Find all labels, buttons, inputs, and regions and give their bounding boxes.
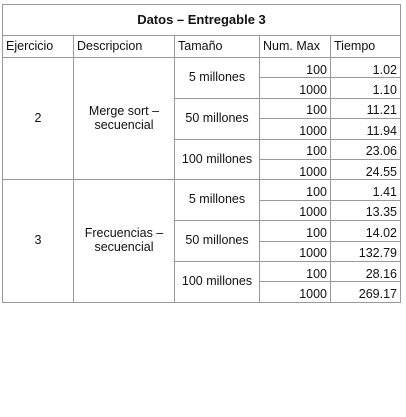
title-row: Datos – Entregable 3 (2, 4, 401, 36)
descripcion-cell: Merge sort – secuencial (73, 56, 175, 181)
header-row: Ejercicio Descripcion Tamaño Num. Max Ti… (2, 35, 401, 58)
descripcion-cell: Frecuencias – secuencial (73, 179, 175, 303)
table-title: Datos – Entregable 3 (2, 4, 401, 36)
num-max-cell: 100 (259, 56, 331, 79)
header-tiempo: Tiempo (330, 35, 401, 58)
ejercicio-cell: 2 (2, 56, 74, 181)
num-max-cell: 100 (259, 220, 331, 242)
num-max-cell: 100 (259, 138, 331, 160)
num-max-cell: 1000 (259, 199, 331, 222)
header-ejercicio: Ejercicio (2, 35, 74, 58)
header-tamano: Tamaño (174, 35, 260, 58)
ejercicio-cell: 3 (2, 179, 74, 303)
tiempo-cell: 11.94 (330, 118, 401, 140)
size-cell: 5 millones (174, 179, 260, 222)
tiempo-cell: 269.17 (330, 281, 401, 303)
size-cell: 100 millones (174, 260, 260, 303)
table-row: 3 Frecuencias – secuencial 5 millones 10… (2, 179, 401, 303)
header-num-max: Num. Max (259, 35, 331, 58)
table-row: 2 Merge sort – secuencial 5 millones 100… (2, 56, 401, 181)
tiempo-cell: 132.79 (330, 240, 401, 262)
table-row: 1000 24.55 (3, 158, 401, 181)
tiempo-cell: 1.02 (330, 56, 401, 79)
table-row: 1000 13.35 (3, 199, 401, 222)
table-row: 50 millones 100 14.02 (3, 220, 401, 262)
table-row: 1000 269.17 (3, 281, 401, 303)
num-max-cell: 1000 (259, 281, 331, 303)
tiempo-cell: 14.02 (330, 220, 401, 242)
size-cell: 5 millones (174, 57, 260, 99)
tiempo-cell: 24.55 (330, 158, 401, 181)
results-table: Datos – Entregable 3 Ejercicio Descripci… (2, 4, 401, 303)
tiempo-cell: 28.16 (330, 260, 401, 283)
num-max-cell: 1000 (259, 118, 331, 140)
tiempo-cell: 1.10 (330, 77, 401, 99)
tiempo-cell: 23.06 (330, 138, 401, 160)
num-max-cell: 100 (259, 97, 331, 120)
header-descripcion: Descripcion (73, 35, 175, 58)
table-row: 100 millones 100 28.16 (3, 260, 401, 303)
num-max-cell: 1000 (259, 158, 331, 181)
num-max-cell: 100 (259, 179, 331, 201)
size-cell: 50 millones (174, 220, 260, 262)
tiempo-cell: 13.35 (330, 199, 401, 222)
size-cell: 100 millones (174, 138, 260, 181)
tiempo-cell: 11.21 (330, 97, 401, 120)
num-max-cell: 1000 (259, 240, 331, 262)
num-max-cell: 1000 (259, 77, 331, 99)
num-max-cell: 100 (259, 260, 331, 283)
size-cell: 50 millones (174, 97, 260, 140)
table-row: 50 millones 100 11.21 (3, 97, 401, 140)
tiempo-cell: 1.41 (330, 179, 401, 201)
